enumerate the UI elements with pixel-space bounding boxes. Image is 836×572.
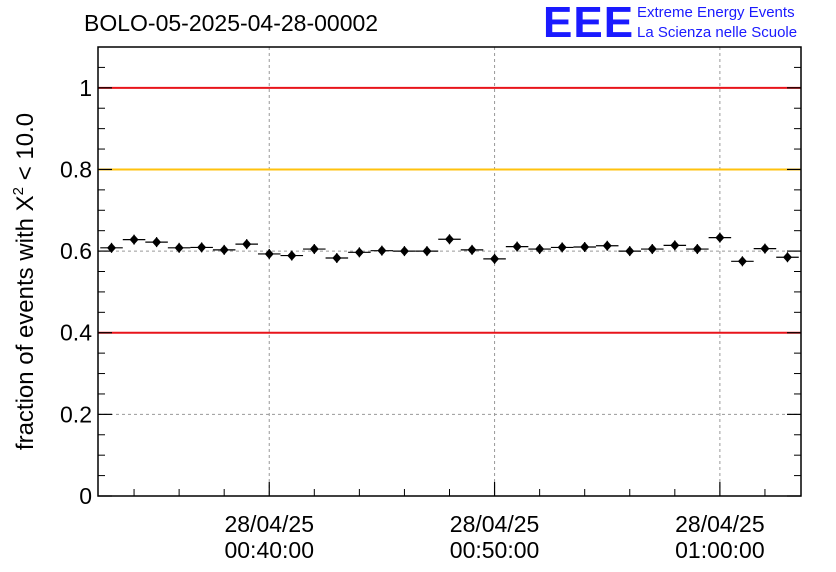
x-tick-time-label: 00:50:00 [450,537,540,563]
data-point [197,242,207,253]
y-axis-label-sup: 2 [10,187,27,195]
data-point [512,241,522,252]
data-points [100,232,799,267]
data-point [332,253,342,264]
chart-title: BOLO-05-2025-04-28-00002 [84,10,379,36]
y-axis-label-chi: X [12,195,39,211]
logo-line-2: La Scienza nelle Scuole [637,24,798,41]
data-point [692,244,702,255]
data-point [490,253,500,264]
y-tick-label: 0.2 [60,401,92,427]
y-tick-label: 1 [79,75,92,101]
data-point [152,237,162,248]
y-axis-label-prefix: fraction of events with [12,211,39,450]
data-point [557,242,567,253]
y-axis-label: fraction of events with X2 < 10.0 [10,113,39,450]
data-point [242,239,252,250]
data-point [782,252,792,263]
grid-layer [98,47,801,496]
data-point [377,245,387,256]
data-point [670,240,680,251]
data-point [602,240,612,251]
axis-labels: 00.20.40.60.8128/04/2500:40:0028/04/2500… [60,75,765,563]
data-point [174,242,184,253]
y-tick-label: 0.6 [60,238,92,264]
x-tick-date-label: 28/04/25 [450,511,540,537]
logo-line-1: Extreme Energy Events [637,4,795,21]
data-point [737,256,747,267]
data-point [422,246,432,257]
data-point [445,234,454,245]
x-tick-time-label: 01:00:00 [675,537,765,563]
data-point [399,246,409,257]
data-point [467,244,477,255]
data-point [354,247,364,258]
eee-logo: EEE Extreme Energy Events La Scienza nel… [543,0,833,47]
data-point [625,246,635,257]
data-point [107,242,117,253]
data-point [535,244,545,255]
eee-logo-letters: EEE [543,0,635,47]
axis-ticks [98,66,801,497]
y-tick-label: 0 [79,483,92,509]
y-axis-label-suffix: < 10.0 [12,113,39,187]
data-point [219,244,229,255]
data-point [129,234,139,245]
data-point [580,242,590,253]
y-tick-label: 0.8 [60,156,92,182]
y-tick-label: 0.4 [60,320,92,346]
data-point [760,243,770,254]
data-point [647,244,657,255]
data-point [287,250,297,261]
x-tick-time-label: 00:40:00 [224,537,314,563]
reference-lines [98,86,801,334]
data-point [264,248,274,259]
data-point [309,244,319,255]
x-tick-date-label: 28/04/25 [224,511,314,537]
plot-frame [97,46,802,497]
x-tick-date-label: 28/04/25 [675,511,765,537]
data-point [715,232,725,243]
